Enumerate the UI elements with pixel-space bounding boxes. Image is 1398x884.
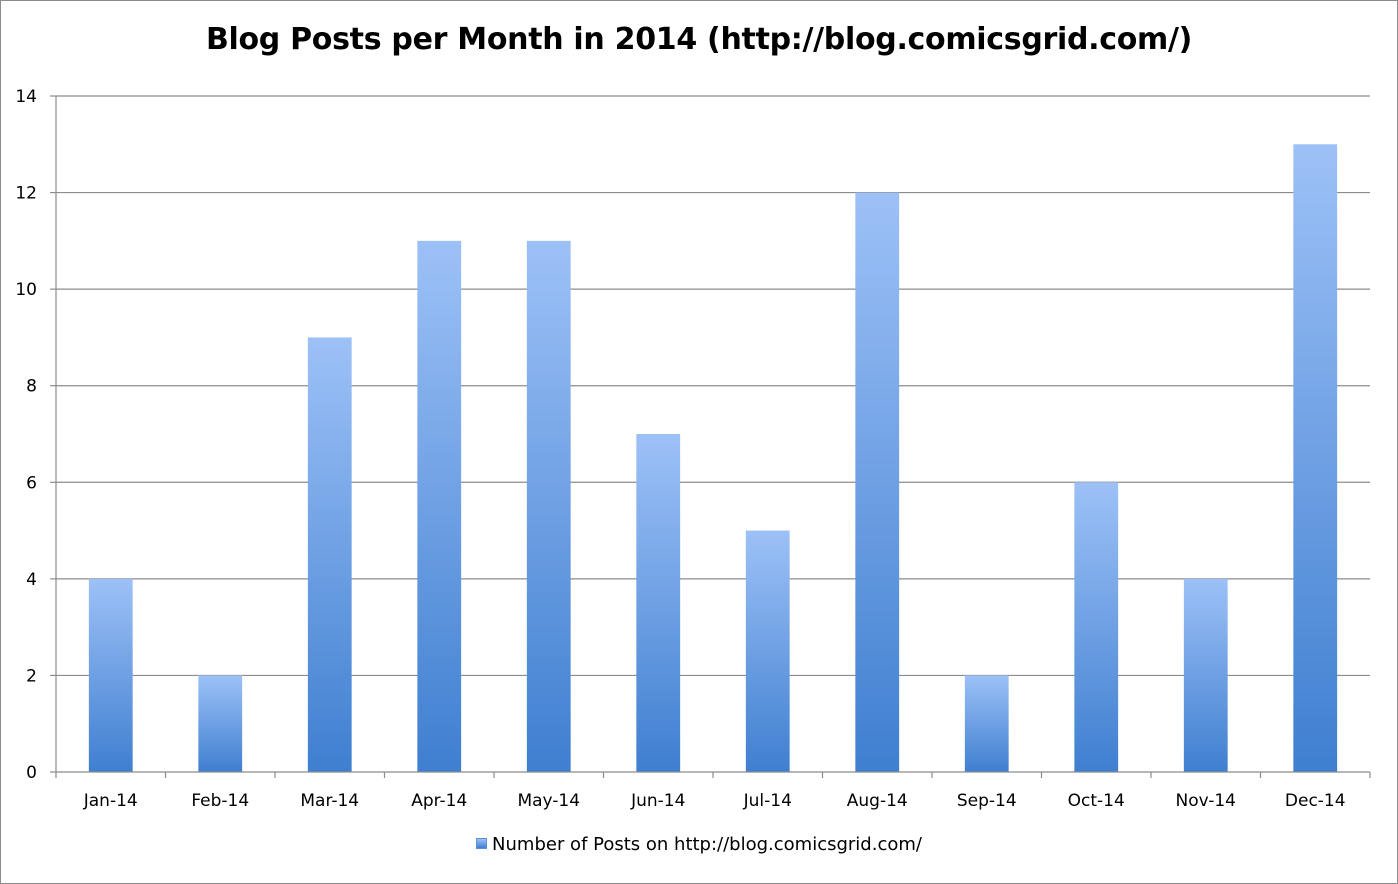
y-tick-label: 14 — [15, 87, 37, 107]
bars — [88, 144, 1338, 773]
x-tick-label: Dec-14 — [1285, 791, 1346, 811]
legend-label: Number of Posts on http://blog.comicsgri… — [492, 834, 922, 855]
bar-jan-14 — [88, 578, 133, 772]
gridlines — [56, 95, 1370, 677]
y-tick-label: 4 — [26, 570, 37, 590]
legend-swatch — [476, 838, 488, 849]
x-tick-label: Jul-14 — [743, 791, 792, 811]
y-tick-label: 6 — [26, 473, 37, 493]
y-tick-label: 2 — [26, 666, 37, 686]
x-tick-label: Aug-14 — [847, 791, 908, 811]
bar-sep-14 — [964, 675, 1009, 772]
x-tick-label: Apr-14 — [411, 791, 467, 811]
chart-title: Blog Posts per Month in 2014 (http://blo… — [205, 22, 1193, 57]
y-tick-label: 8 — [26, 377, 37, 397]
bar-oct-14 — [1074, 482, 1119, 772]
axes — [50, 95, 1371, 778]
bar-dec-14 — [1293, 144, 1338, 773]
bar-may-14 — [526, 240, 571, 772]
legend: Number of Posts on http://blog.comicsgri… — [0, 834, 1398, 855]
bar-feb-14 — [198, 675, 243, 772]
bar-aug-14 — [855, 192, 900, 773]
bar-jun-14 — [636, 434, 681, 772]
x-tick-label: May-14 — [517, 791, 580, 811]
x-tick-label: Feb-14 — [191, 791, 249, 811]
bar-nov-14 — [1183, 578, 1228, 772]
x-tick-label: Jun-14 — [630, 791, 685, 811]
x-tick-label: Sep-14 — [957, 791, 1017, 811]
y-tick-label: 12 — [15, 184, 37, 204]
y-tick-label: 0 — [26, 763, 37, 783]
y-tick-label: 10 — [15, 280, 37, 300]
tick-labels: 0 2 4 6 8 10 12 14 Jan-14 Feb-14 Mar-14 Apr-14 May-1… — [15, 87, 1345, 811]
bar-jul-14 — [745, 530, 790, 772]
x-tick-label: Jan-14 — [83, 791, 138, 811]
x-tick-label: Nov-14 — [1176, 791, 1237, 811]
bar-apr-14 — [417, 240, 462, 772]
bar-mar-14 — [307, 337, 352, 772]
x-tick-label: Oct-14 — [1068, 791, 1125, 811]
x-tick-label: Mar-14 — [300, 791, 359, 811]
